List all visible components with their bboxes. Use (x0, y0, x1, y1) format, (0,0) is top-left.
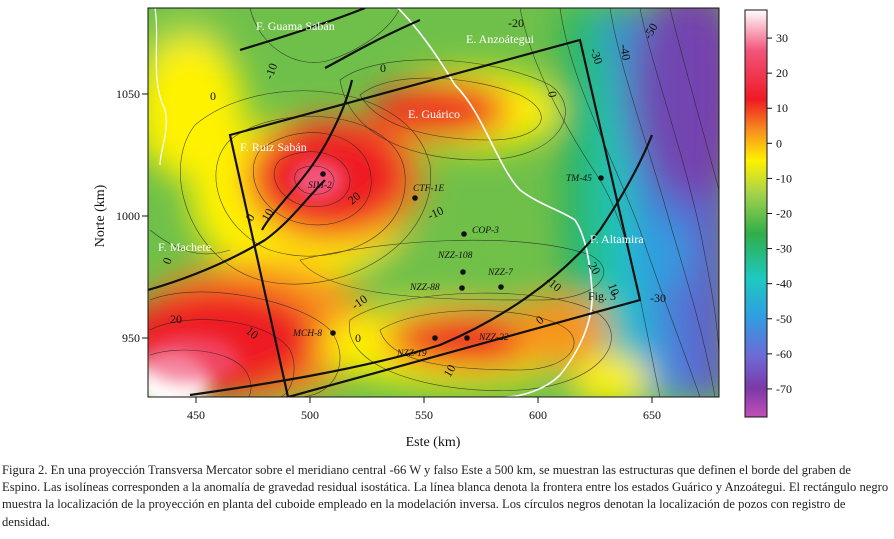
anomaly-map (148, 8, 719, 397)
wells: SIM-2 CTF-1E COP-3 NZZ-108 NZZ-7 NZZ-88 … (292, 171, 604, 359)
x-tick-label: 500 (301, 408, 319, 422)
gravity-anomaly-figure: F. Guama Sabán E. Anzoátegui E. Guárico … (93, 7, 792, 450)
colorbar-tick-label: 30 (776, 31, 788, 45)
well-label-ctf1e: CTF-1E (413, 184, 444, 194)
contour-label: 0 (160, 256, 175, 266)
contour-label: -30 (650, 291, 666, 305)
label-machete: F. Machete (158, 240, 211, 254)
colorbar-tick-label: -40 (776, 277, 792, 291)
y-axis: 1050 1000 950 Norte (km) (93, 87, 148, 345)
y-tick-label: 1000 (116, 209, 140, 223)
x-axis: 450 500 550 600 650 Este (km) (187, 397, 661, 450)
contour-label: -10 (425, 203, 445, 222)
contour-label: -10 (262, 61, 281, 81)
contour-label: 0 (380, 61, 386, 75)
y-axis-label: Norte (km) (93, 184, 108, 247)
x-tick-label: 550 (415, 408, 433, 422)
label-fig3: Fig. 3 (588, 289, 616, 303)
well-label-tm45: TM-45 (566, 174, 592, 184)
contour-label: -40 (617, 43, 634, 61)
contour-label: 10 (605, 281, 622, 297)
colorbar-tick-label: 0 (776, 136, 782, 150)
contour-label: 20 (170, 312, 182, 326)
contour-label: -50 (640, 21, 660, 42)
label-ruiz-saban: F. Ruiz Sabán (240, 140, 307, 154)
figure-caption: Figura 2. En una proyección Transversa M… (2, 463, 889, 529)
y-tick-label: 950 (122, 331, 140, 345)
label-anzoategui: E. Anzoátegui (466, 32, 535, 46)
x-tick-label: 450 (187, 408, 205, 422)
colorbar-tick-label: -20 (776, 207, 792, 221)
contour-label: -20 (508, 16, 524, 30)
colorbar-gradient (744, 9, 768, 418)
label-guama-saban: F. Guama Sabán (256, 19, 335, 33)
well-label-nzz88: NZZ-88 (409, 283, 440, 293)
well-marker (459, 285, 465, 291)
well-label-nzz19: NZZ-19 (396, 349, 427, 359)
well-marker (598, 175, 604, 181)
well-marker (432, 335, 438, 341)
contour-label: 0 (545, 90, 560, 98)
colorbar-tick-label: -30 (776, 242, 792, 256)
well-marker (320, 171, 326, 177)
colorbar-tick-label: 10 (776, 101, 788, 115)
colorbar-tick-label: -60 (776, 347, 792, 361)
y-tick-label: 1050 (116, 87, 140, 101)
well-label-cop3: COP-3 (472, 226, 499, 236)
well-marker (460, 269, 466, 275)
well-label-nzz108: NZZ-108 (437, 251, 473, 261)
contour-label: 0 (210, 89, 216, 103)
x-tick-label: 650 (643, 408, 661, 422)
colorbar-tick-label: -10 (776, 171, 792, 185)
label-altamira: F. Altamira (590, 232, 644, 246)
well-marker (464, 335, 470, 341)
colorbar-tick-label: -50 (776, 312, 792, 326)
x-tick-label: 600 (529, 408, 547, 422)
well-label-sim2: SIM-2 (308, 181, 332, 191)
colorbar-tick-label: 20 (776, 66, 788, 80)
well-marker (412, 195, 418, 201)
well-marker (498, 284, 504, 290)
label-guarico: E. Guárico (408, 107, 460, 121)
x-axis-label: Este (km) (406, 435, 461, 450)
well-marker (461, 231, 467, 237)
well-marker (330, 330, 336, 336)
contour-label: -30 (587, 46, 606, 66)
well-label-mch8: MCH-8 (292, 329, 322, 339)
well-label-nzz22: NZZ-22 (478, 333, 509, 343)
colorbar-tick-label: -70 (776, 382, 792, 396)
well-label-nzz7: NZZ-7 (487, 268, 514, 278)
colorbar: 30 20 10 0 -10 -20 -30 -40 -50 -60 -70 (744, 9, 792, 418)
contour-label: 0 (355, 331, 361, 345)
